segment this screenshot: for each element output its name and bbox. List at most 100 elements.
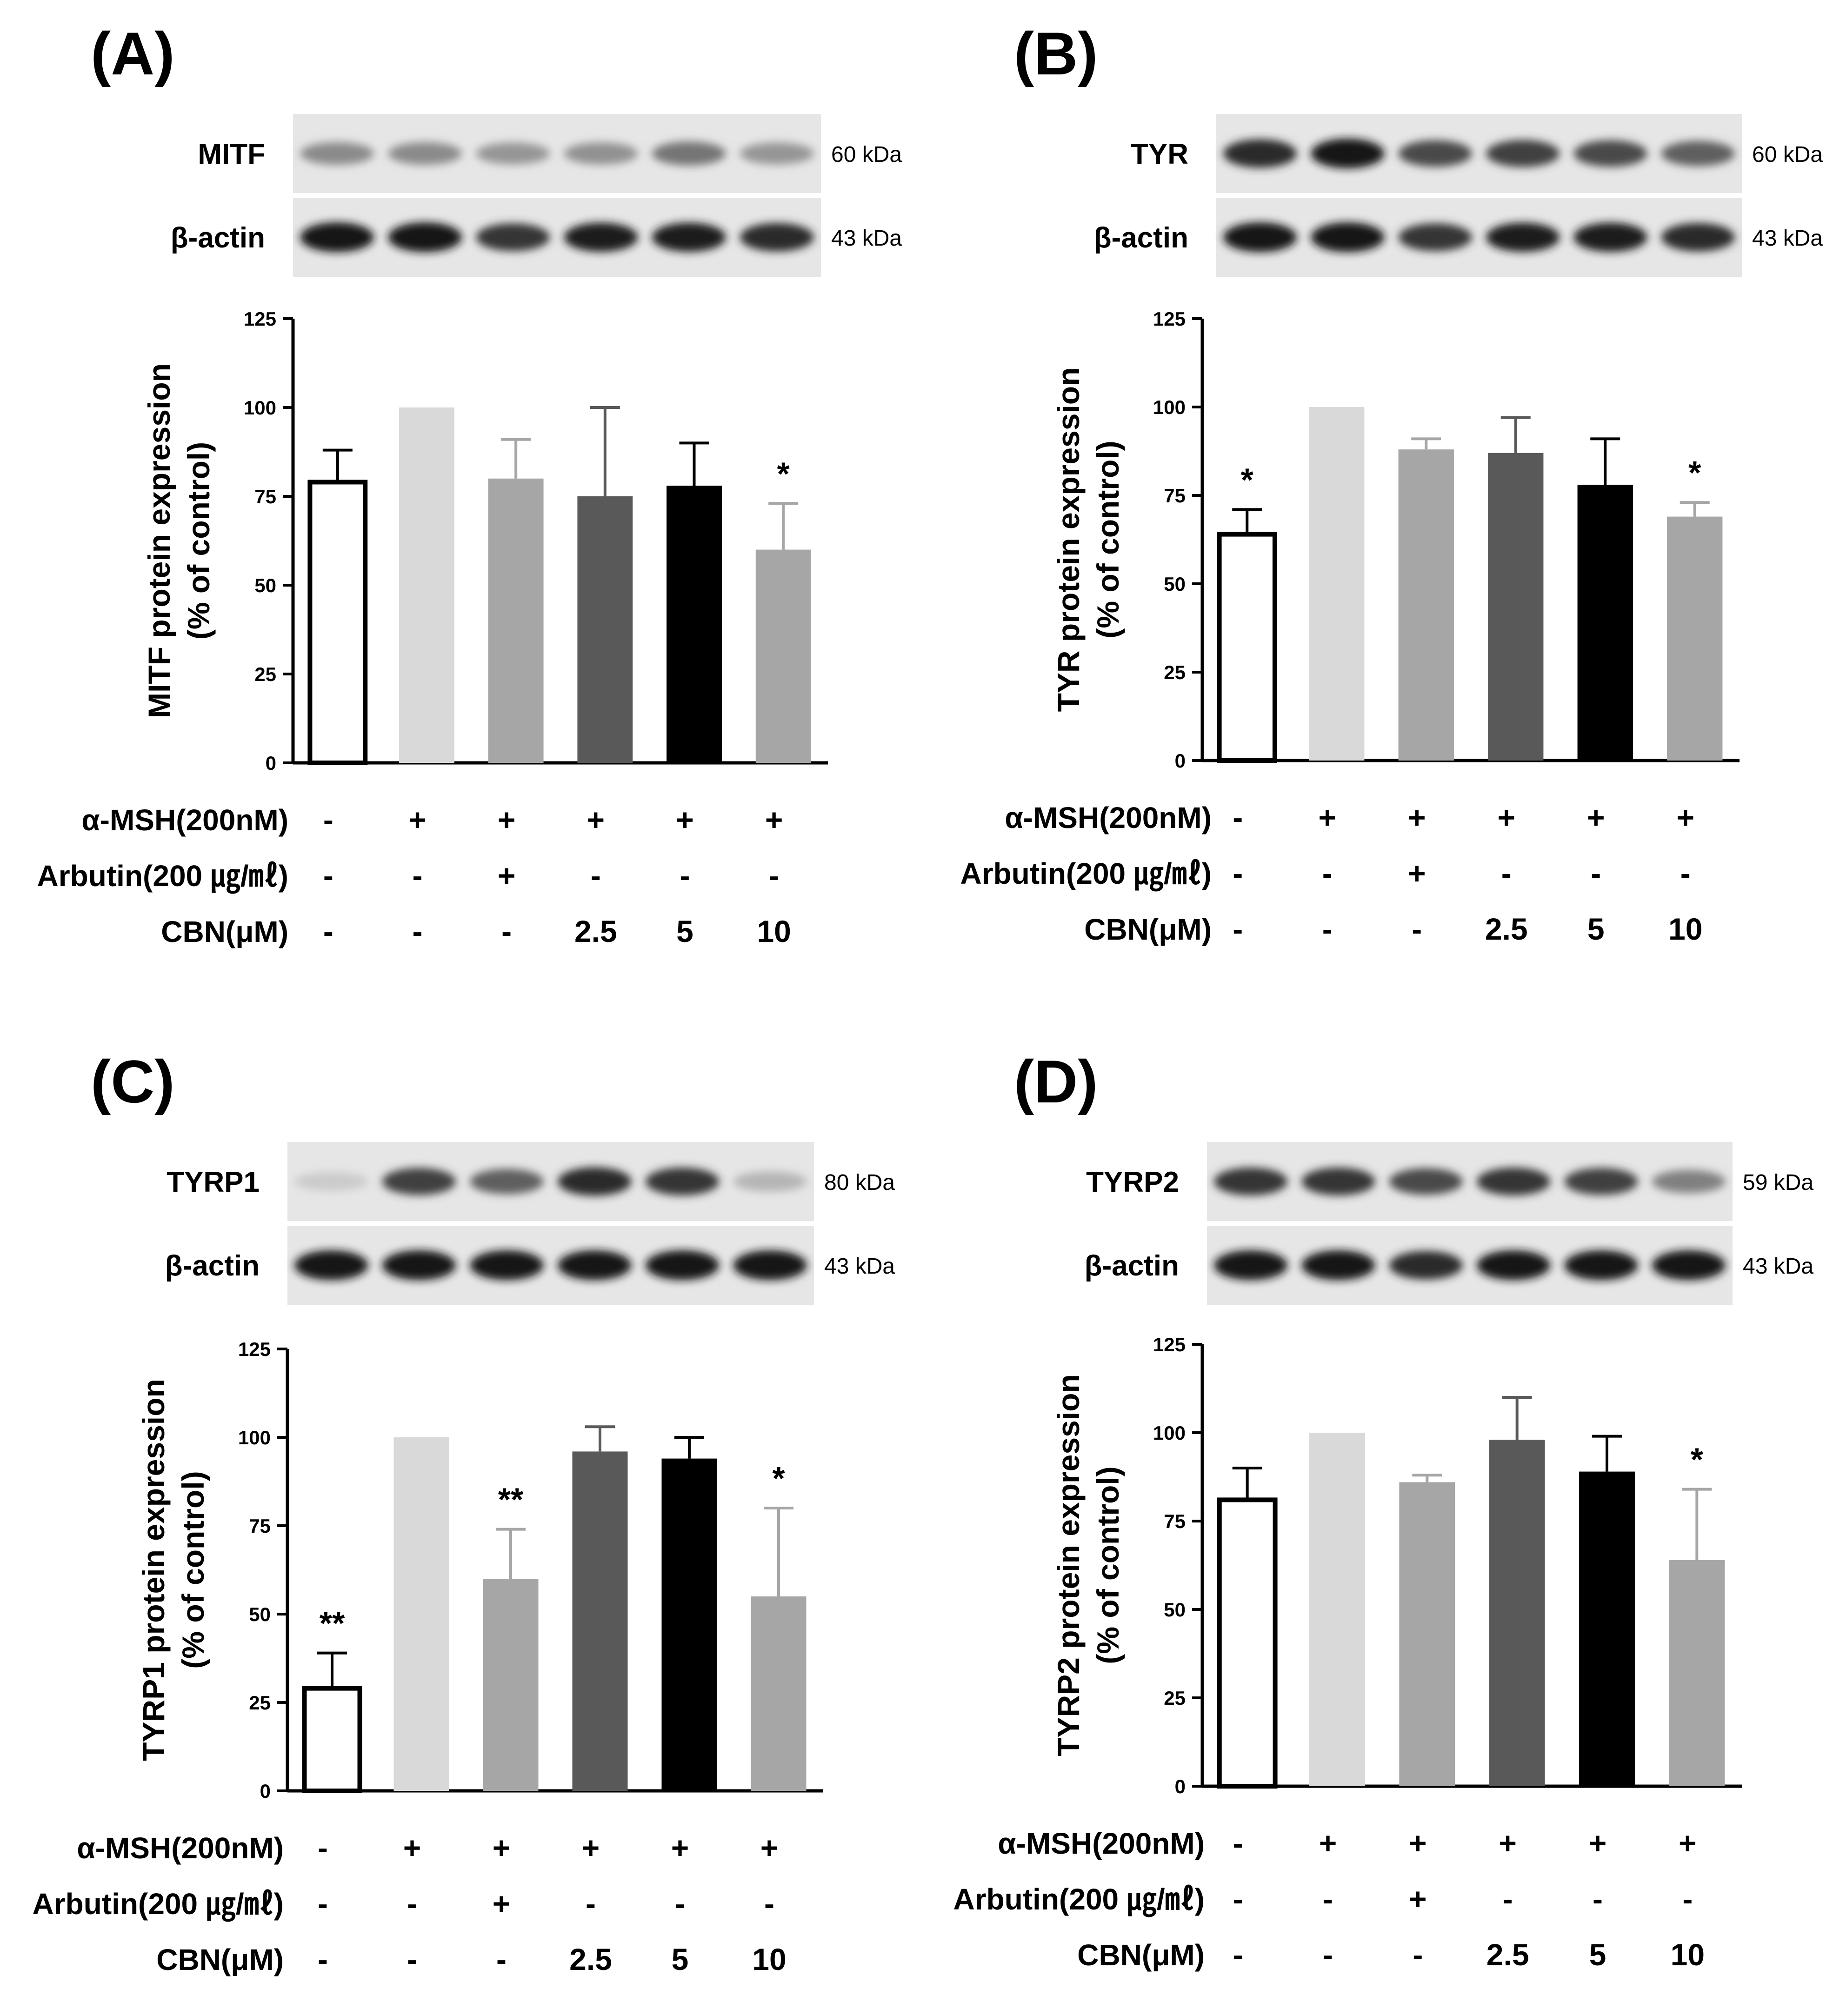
bar <box>751 1596 807 1791</box>
condition-value: + <box>1499 1826 1517 1860</box>
y-tick-label: 25 <box>1164 661 1186 683</box>
y-tick-label: 25 <box>254 663 276 685</box>
condition-value: 5 <box>1589 1937 1606 1972</box>
control-band <box>1311 222 1385 252</box>
condition-value: - <box>318 1942 328 1976</box>
condition-value: + <box>1408 800 1426 834</box>
significance-label: ** <box>320 1605 345 1642</box>
target-band <box>558 1167 632 1196</box>
target-band <box>1398 140 1472 167</box>
control-kda-label: 43 kDa <box>1743 1254 1813 1279</box>
control-band <box>1389 1251 1463 1280</box>
chart-panel: (C) TYRP1 80 kDa β-actin 43 kDa 0 25 50 75 100 125… <box>33 1048 895 1976</box>
condition-value: + <box>760 1830 779 1865</box>
condition-value: + <box>676 802 694 837</box>
target-band <box>652 141 726 166</box>
condition-row-label: α-MSH(200nM) <box>81 803 288 837</box>
y-tick-label: 125 <box>1153 1334 1186 1355</box>
condition-value: + <box>1409 1826 1427 1860</box>
control-blot-strip <box>1216 198 1742 277</box>
control-blot-strip <box>293 198 821 277</box>
condition-value: + <box>1319 1826 1337 1860</box>
condition-value: 5 <box>1587 912 1605 946</box>
panel-letter: (A) <box>91 20 174 87</box>
condition-row-label: α-MSH(200nM) <box>77 1831 284 1865</box>
condition-row-label: Arbutin(200 ㎍/㎖) <box>960 857 1212 892</box>
y-tick-label: 50 <box>254 574 276 596</box>
condition-value: - <box>586 1886 596 1921</box>
bar <box>302 1686 362 1793</box>
target-band <box>1223 139 1297 168</box>
condition-value: - <box>413 914 423 948</box>
control-band <box>388 222 462 252</box>
control-band <box>470 1250 544 1280</box>
condition-value: - <box>323 914 333 948</box>
condition-row-label: CBN(μM) <box>156 1943 284 1976</box>
condition-value: + <box>493 1830 511 1865</box>
condition-value: - <box>1233 1937 1243 1972</box>
target-blot-label: TYRP2 <box>1086 1166 1179 1198</box>
target-kda-label: 60 kDa <box>1752 142 1823 167</box>
y-axis-label-line2: (% of control) <box>176 1471 210 1669</box>
condition-value: - <box>1413 1937 1423 1972</box>
y-tick-label: 75 <box>1164 1510 1186 1532</box>
condition-value: - <box>1323 1937 1333 1972</box>
bar <box>1309 1433 1365 1786</box>
y-tick-label: 100 <box>238 1427 271 1449</box>
condition-value: - <box>318 1886 328 1921</box>
bar <box>1579 1471 1635 1786</box>
condition-value: 2.5 <box>569 1942 612 1976</box>
control-band <box>1573 222 1647 252</box>
target-band <box>1311 139 1385 168</box>
condition-value: - <box>407 1942 417 1976</box>
condition-value: - <box>1233 912 1243 946</box>
condition-value: - <box>323 858 333 893</box>
condition-value: - <box>1680 856 1691 890</box>
condition-row-label: CBN(μM) <box>161 915 288 948</box>
bar <box>483 1579 539 1791</box>
condition-value: - <box>1593 1882 1603 1916</box>
bar <box>1489 1440 1545 1786</box>
control-band <box>300 222 374 252</box>
condition-value: + <box>1497 800 1515 834</box>
condition-value: - <box>675 1886 685 1921</box>
condition-value: - <box>1233 856 1243 890</box>
condition-value: - <box>1591 856 1601 890</box>
condition-value: + <box>1409 1882 1427 1916</box>
control-band <box>1564 1250 1638 1280</box>
target-band <box>294 1172 368 1191</box>
target-band <box>1573 140 1647 167</box>
bar <box>1577 485 1633 761</box>
y-axis-label-line1: TYRP2 protein expression <box>1051 1374 1086 1756</box>
control-blot-label: β-actin <box>165 1250 260 1282</box>
y-axis-label-line1: MITF protein expression <box>142 363 176 718</box>
target-kda-label: 80 kDa <box>824 1170 895 1195</box>
condition-value: 2.5 <box>574 914 617 948</box>
target-blot-strip <box>293 114 821 193</box>
condition-value: 10 <box>1671 1937 1705 1972</box>
condition-value: + <box>1679 1826 1697 1860</box>
y-tick-label: 75 <box>249 1515 271 1537</box>
control-band <box>476 223 550 251</box>
condition-value: - <box>501 914 512 948</box>
target-blot-strip <box>1216 114 1742 193</box>
control-band <box>652 222 726 252</box>
control-band <box>382 1250 456 1280</box>
control-blot-label: β-actin <box>1085 1250 1179 1282</box>
condition-value: + <box>498 802 516 837</box>
target-band <box>1301 1168 1375 1195</box>
condition-value: + <box>403 1830 421 1865</box>
y-tick-label: 0 <box>1175 1776 1186 1797</box>
target-band <box>388 142 462 165</box>
condition-value: - <box>591 858 601 893</box>
bar <box>577 496 633 763</box>
target-blot-label: MITF <box>198 138 265 170</box>
bar <box>399 407 454 763</box>
bar <box>1488 453 1544 761</box>
significance-label: * <box>1688 454 1701 491</box>
condition-value: 10 <box>752 1942 786 1976</box>
condition-row-label: Arbutin(200 ㎍/㎖) <box>953 1882 1205 1917</box>
condition-value: - <box>1322 856 1333 890</box>
panel-letter: (D) <box>1014 1048 1098 1115</box>
y-tick-label: 125 <box>1153 308 1186 330</box>
